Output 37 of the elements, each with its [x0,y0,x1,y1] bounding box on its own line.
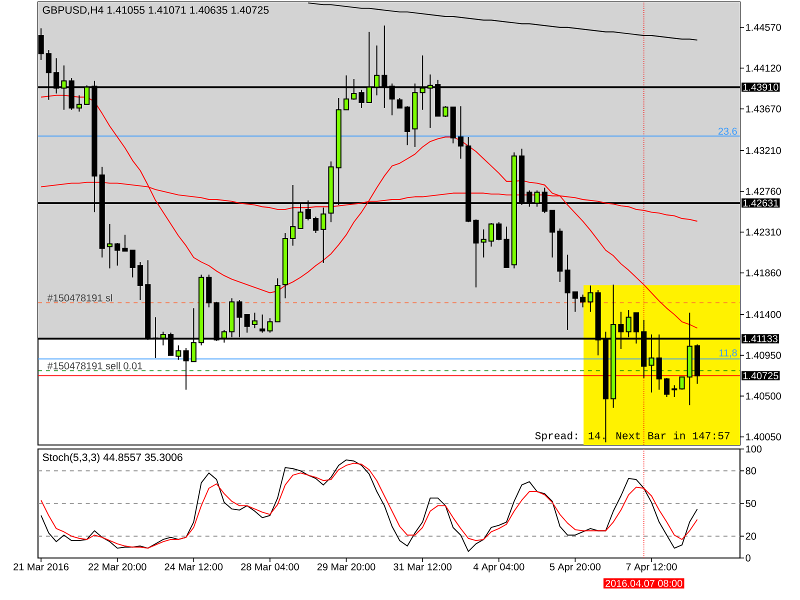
chart-title: GBPUSD,H4 1.41055 1.41071 1.40635 1.40725 [42,6,269,16]
y-tick-label: 1.40950 [746,352,781,359]
y-tick-label: 1.42760 [746,188,781,195]
x-tick-label: 7 Apr 12:00 [626,563,677,572]
y-tick-label: 20 [746,532,756,540]
ref-line-label: 1.41133 [743,335,778,342]
y-tick-label: 0 [746,554,750,562]
x-tick-label: 29 Mar 20:00 [317,563,376,570]
y-tick-label: 100 [746,445,762,453]
x-tick-label: 21 Mar 2016 [14,563,69,570]
annotation: 11,8 [719,349,737,358]
ref-line-label: #150478191 sl [47,294,112,302]
x-tick-label: 28 Mar 04:00 [241,563,299,570]
text: 2016.04.07 08:00 [606,580,682,587]
x-tick-label: 31 Mar 12:00 [394,563,452,570]
y-tick-label: 1.43210 [746,147,781,154]
x-tick-label: 4 Apr 04:00 [473,563,524,572]
y-tick-label: 1.40050 [746,433,781,440]
annotation: 23.6 [718,128,737,135]
ref-line-label: 1.42631 [743,200,778,207]
y-tick-label: 1.40500 [746,392,781,400]
y-tick-label: 1.42310 [746,228,781,236]
chart-title: Stoch(5,3,3) 44.8557 35.3006 [42,453,182,464]
y-tick-label: 1.43670 [746,105,781,112]
y-tick-label: 80 [746,467,756,474]
y-tick-label: 1.41400 [746,311,781,318]
x-tick-label: 24 Mar 12:00 [164,563,223,570]
y-tick-label: 50 [746,500,756,508]
y-tick-label: 1.44570 [746,24,781,31]
ref-line-label: 1.40725 [743,372,778,380]
ref-line-label: #150478191 sell 0.01 [47,362,142,370]
x-tick-label: 22 Mar 20:00 [88,563,146,570]
annotation: Spread: 14. Next Bar in 147:57 [535,431,730,442]
ref-line-label: 1.43910 [743,84,778,91]
y-tick-label: 1.41860 [746,269,781,276]
x-tick-label: 5 Apr 20:00 [550,563,601,572]
y-tick-label: 1.44120 [746,64,781,72]
